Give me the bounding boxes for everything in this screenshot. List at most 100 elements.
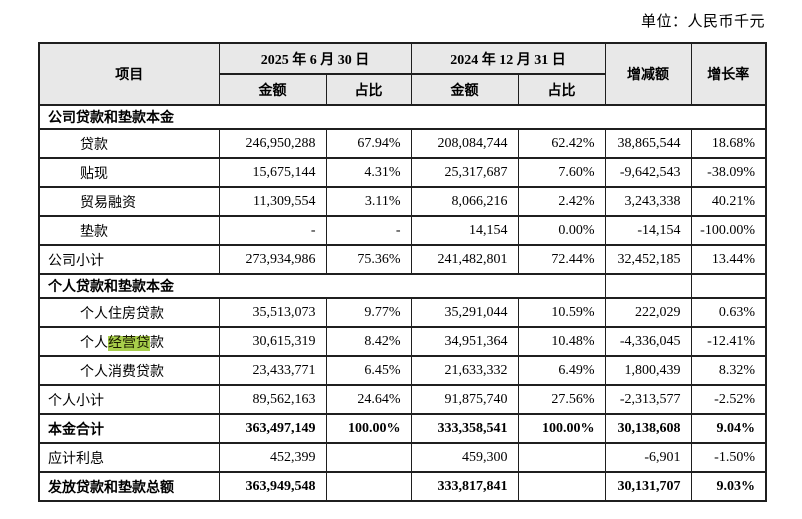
item-cell: 个人消费贷款 xyxy=(38,355,220,386)
empty-cell xyxy=(604,273,692,299)
change-cell: 222,029 xyxy=(604,297,692,328)
item-cell: 个人住房贷款 xyxy=(38,297,220,328)
amount-2024-cell: 35,291,044 xyxy=(410,297,519,328)
table-row: 个人小计 89,562,163 24.64% 91,875,740 27.56%… xyxy=(38,384,767,415)
change-cell: -14,154 xyxy=(604,215,692,246)
item-cell: 个人小计 xyxy=(38,384,220,415)
header-growth-rate: 增长率 xyxy=(690,42,767,106)
ratio-2025-cell: - xyxy=(325,215,412,246)
table-row-total-principal: 本金合计 363,497,149 100.00% 333,358,541 100… xyxy=(38,413,767,444)
amount-2024-cell: 34,951,364 xyxy=(410,326,519,357)
header-row-metrics: 金额 占比 金额 占比 xyxy=(39,73,766,106)
amount-2024-cell: 241,482,801 xyxy=(410,244,519,275)
ratio-2025-cell: 100.00% xyxy=(325,413,412,444)
item-label-suffix: 款 xyxy=(150,335,164,351)
section-personal-loans: 个人贷款和垫款本金 xyxy=(38,273,767,299)
rate-cell: -38.09% xyxy=(690,157,767,188)
change-cell: -2,313,577 xyxy=(604,384,692,415)
table-row: 个人经营贷款 30,615,319 8.42% 34,951,364 10.48… xyxy=(38,326,767,357)
item-cell: 个人经营贷款 xyxy=(38,326,220,357)
loan-breakdown-table: 项目 2025 年 6 月 30 日 2024 年 12 月 31 日 增减额 … xyxy=(38,42,767,502)
amount-2025-cell: 246,950,288 xyxy=(218,128,327,159)
ratio-2024-cell xyxy=(517,442,606,473)
table-row: 公司小计 273,934,986 75.36% 241,482,801 72.4… xyxy=(38,244,767,275)
item-cell: 垫款 xyxy=(38,215,220,246)
amount-2025-cell: 452,399 xyxy=(218,442,327,473)
item-cell: 本金合计 xyxy=(38,413,220,444)
item-cell: 贸易融资 xyxy=(38,186,220,217)
amount-2024-cell: 333,817,841 xyxy=(410,471,519,502)
item-cell: 应计利息 xyxy=(38,442,220,473)
amount-2025-cell: 89,562,163 xyxy=(218,384,327,415)
header-amount-2025: 金额 xyxy=(218,73,327,106)
ratio-2025-cell: 8.42% xyxy=(325,326,412,357)
rate-cell: -1.50% xyxy=(690,442,767,473)
ratio-2024-cell: 100.00% xyxy=(517,413,606,444)
item-cell: 贷款 xyxy=(38,128,220,159)
amount-2025-cell: - xyxy=(218,215,327,246)
amount-2025-cell: 363,497,149 xyxy=(218,413,327,444)
item-cell: 发放贷款和垫款总额 xyxy=(38,471,220,502)
rate-cell: -100.00% xyxy=(690,215,767,246)
ratio-2025-cell: 75.36% xyxy=(325,244,412,275)
change-cell: 3,243,338 xyxy=(604,186,692,217)
ratio-2024-cell xyxy=(517,471,606,502)
amount-2025-cell: 35,513,073 xyxy=(218,297,327,328)
amount-2025-cell: 273,934,986 xyxy=(218,244,327,275)
rate-cell: -12.41% xyxy=(690,326,767,357)
amount-2024-cell: 25,317,687 xyxy=(410,157,519,188)
amount-2025-cell: 23,433,771 xyxy=(218,355,327,386)
ratio-2024-cell: 2.42% xyxy=(517,186,606,217)
table-row: 个人消费贷款 23,433,771 6.45% 21,633,332 6.49%… xyxy=(38,355,767,386)
ratio-2024-cell: 27.56% xyxy=(517,384,606,415)
rate-cell: 13.44% xyxy=(690,244,767,275)
ratio-2025-cell: 6.45% xyxy=(325,355,412,386)
item-label-prefix: 个人 xyxy=(80,335,108,351)
amount-2024-cell: 208,084,744 xyxy=(410,128,519,159)
change-cell: 1,800,439 xyxy=(604,355,692,386)
table-row: 个人住房贷款 35,513,073 9.77% 35,291,044 10.59… xyxy=(38,297,767,328)
change-cell: 38,865,544 xyxy=(604,128,692,159)
ratio-2024-cell: 7.60% xyxy=(517,157,606,188)
amount-2024-cell: 333,358,541 xyxy=(410,413,519,444)
header-amount-2024: 金额 xyxy=(410,73,519,106)
amount-2024-cell: 91,875,740 xyxy=(410,384,519,415)
change-cell: -4,336,045 xyxy=(604,326,692,357)
empty-cell xyxy=(690,273,767,299)
ratio-2024-cell: 72.44% xyxy=(517,244,606,275)
amount-2025-cell: 30,615,319 xyxy=(218,326,327,357)
ratio-2025-cell: 9.77% xyxy=(325,297,412,328)
ratio-2025-cell xyxy=(325,442,412,473)
change-cell: -6,901 xyxy=(604,442,692,473)
rate-cell: -2.52% xyxy=(690,384,767,415)
change-cell: 30,138,608 xyxy=(604,413,692,444)
rate-cell: 9.04% xyxy=(690,413,767,444)
amount-2024-cell: 459,300 xyxy=(410,442,519,473)
header-period-2025: 2025 年 6 月 30 日 xyxy=(218,42,412,75)
ratio-2025-cell: 3.11% xyxy=(325,186,412,217)
ratio-2024-cell: 10.59% xyxy=(517,297,606,328)
amount-2025-cell: 11,309,554 xyxy=(218,186,327,217)
table-row: 贴现 15,675,144 4.31% 25,317,687 7.60% -9,… xyxy=(38,157,767,188)
ratio-2025-cell: 67.94% xyxy=(325,128,412,159)
table-row: 贷款 246,950,288 67.94% 208,084,744 62.42%… xyxy=(38,128,767,159)
table-row: 贸易融资 11,309,554 3.11% 8,066,216 2.42% 3,… xyxy=(38,186,767,217)
rate-cell: 0.63% xyxy=(690,297,767,328)
header-row-periods: 项目 2025 年 6 月 30 日 2024 年 12 月 31 日 增减额 … xyxy=(38,42,767,106)
amount-2025-cell: 15,675,144 xyxy=(218,157,327,188)
ratio-2025-cell xyxy=(325,471,412,502)
amount-2025-cell: 363,949,548 xyxy=(218,471,327,502)
change-cell: -9,642,543 xyxy=(604,157,692,188)
change-cell: 32,452,185 xyxy=(604,244,692,275)
header-change-amount: 增减额 xyxy=(604,42,692,106)
section-label: 公司贷款和垫款本金 xyxy=(38,104,767,130)
rate-cell: 9.03% xyxy=(690,471,767,502)
header-ratio-2024: 占比 xyxy=(517,73,606,106)
rate-cell: 40.21% xyxy=(690,186,767,217)
rate-cell: 8.32% xyxy=(690,355,767,386)
item-cell: 公司小计 xyxy=(38,244,220,275)
section-corporate-loans: 公司贷款和垫款本金 xyxy=(38,104,767,130)
amount-2024-cell: 8,066,216 xyxy=(410,186,519,217)
unit-label: 单位：人民币千元 xyxy=(640,14,765,30)
change-cell: 30,131,707 xyxy=(604,471,692,502)
